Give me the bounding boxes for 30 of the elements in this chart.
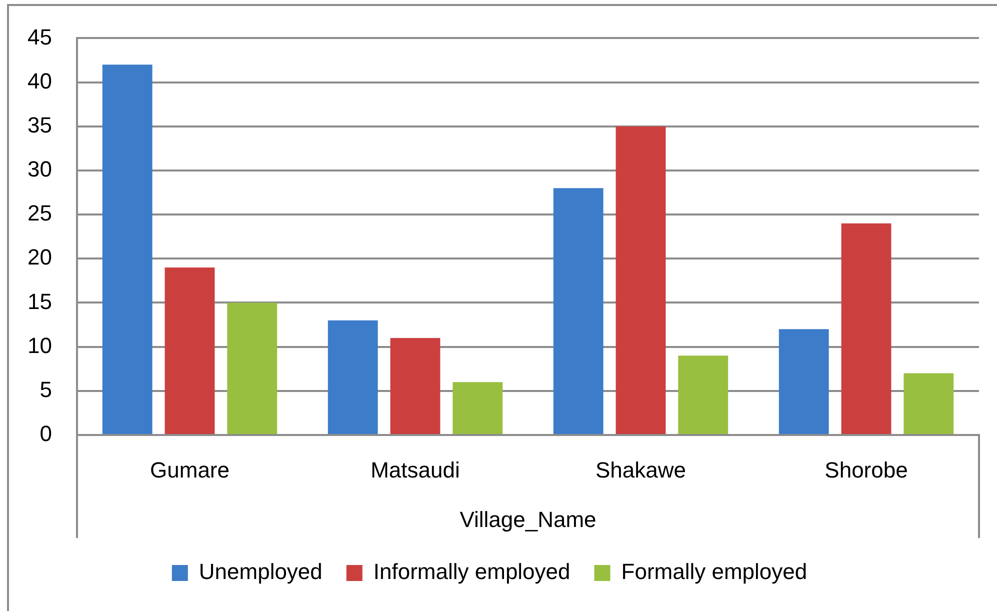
legend-label: Formally employed <box>621 559 808 584</box>
bar <box>328 320 378 434</box>
y-tick-label: 0 <box>40 421 52 446</box>
x-axis-title: Village_Name <box>460 506 596 532</box>
y-tick-label: 20 <box>28 244 52 270</box>
y-tick-label: 40 <box>28 68 52 94</box>
bar <box>452 382 503 434</box>
y-tick-label: 30 <box>28 156 52 182</box>
y-tick-label: 5 <box>40 376 52 402</box>
bar <box>102 64 152 434</box>
x-tick-label: Shorobe <box>824 457 908 482</box>
y-tick-label: 45 <box>28 24 52 50</box>
legend-label: Informally employed <box>373 559 570 584</box>
y-tick-label: 35 <box>28 112 52 138</box>
y-tick-label: 10 <box>28 332 52 358</box>
bar <box>227 302 278 434</box>
legend-label: Unemployed <box>198 559 322 584</box>
x-tick-label: Gumare <box>150 457 230 482</box>
x-tick-label: Shakawe <box>595 457 686 482</box>
y-tick-label: 15 <box>28 288 52 314</box>
bar <box>164 267 215 434</box>
bar <box>390 338 440 434</box>
bar <box>778 329 829 434</box>
bar <box>553 188 604 434</box>
bar <box>616 126 666 434</box>
bar <box>678 356 728 434</box>
bar <box>904 373 954 434</box>
bar <box>841 223 892 434</box>
y-tick-label: 25 <box>28 200 52 226</box>
x-tick-label: Matsaudi <box>370 457 460 482</box>
